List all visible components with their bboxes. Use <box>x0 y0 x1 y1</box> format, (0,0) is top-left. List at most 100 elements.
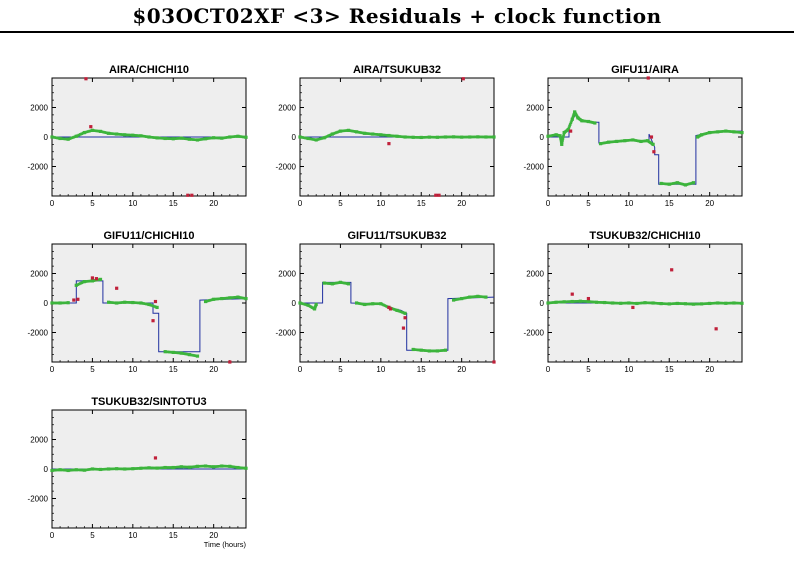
residual-point <box>558 300 562 304</box>
residual-point <box>173 351 176 354</box>
residual-point <box>702 302 706 306</box>
residual-point <box>491 135 494 139</box>
residual-point <box>565 300 569 304</box>
residual-point <box>81 468 85 472</box>
residual-point <box>77 468 81 472</box>
residual-point <box>719 130 722 133</box>
y-tick-label: 0 <box>44 465 49 474</box>
residual-point <box>179 351 183 355</box>
residual-point <box>393 308 396 311</box>
residual-point <box>475 135 478 139</box>
residual-point <box>378 302 381 306</box>
residual-point <box>97 278 101 281</box>
residual-point <box>203 464 208 468</box>
residual-point <box>66 137 70 141</box>
residual-point <box>454 135 458 139</box>
residual-point <box>66 468 70 473</box>
residual-point <box>549 134 552 138</box>
residual-point <box>464 135 468 139</box>
residual-point <box>221 136 225 140</box>
residual-point <box>713 301 717 305</box>
residual-point <box>128 301 132 304</box>
residual-point <box>244 135 248 139</box>
residual-point <box>729 301 733 305</box>
residual-point <box>604 301 608 304</box>
chart-title: GIFU11/AIRA <box>611 64 679 76</box>
residual-point <box>680 302 683 305</box>
residual-point <box>476 294 480 298</box>
residual-point <box>456 298 459 301</box>
residual-point <box>561 300 565 304</box>
residual-point <box>577 299 581 303</box>
plot-area <box>299 243 495 363</box>
residual-point <box>169 466 172 469</box>
residual-point <box>178 136 182 140</box>
residual-point <box>604 141 608 144</box>
residual-point <box>216 465 220 468</box>
residual-point <box>631 301 635 305</box>
residual-point <box>182 137 186 140</box>
residual-point <box>158 136 162 140</box>
residual-point <box>579 118 583 122</box>
residual-point <box>106 300 111 304</box>
residual-point <box>624 139 628 142</box>
residual-point <box>630 138 633 142</box>
flagged-point <box>461 77 465 81</box>
residual-point <box>345 282 349 285</box>
residual-point <box>457 135 461 139</box>
residual-point <box>74 283 78 287</box>
residual-point <box>359 302 362 306</box>
residual-point <box>636 302 640 305</box>
residual-point <box>232 296 236 299</box>
residual-point <box>421 136 424 139</box>
residual-point <box>126 467 129 471</box>
residual-point <box>572 300 575 303</box>
residual-point <box>194 465 198 468</box>
residual-point <box>237 466 241 469</box>
residual-point <box>724 301 728 305</box>
residual-point <box>443 135 448 139</box>
residual-point <box>209 465 213 468</box>
y-tick-label: 2000 <box>526 270 544 279</box>
residual-point <box>157 466 160 470</box>
residual-point <box>414 136 418 139</box>
residual-point <box>235 295 238 299</box>
residual-point <box>417 348 420 352</box>
residual-point <box>653 301 656 305</box>
residual-point <box>598 142 603 146</box>
residual-point <box>631 138 635 142</box>
residual-point <box>430 135 434 139</box>
residual-point <box>661 302 664 305</box>
residual-point <box>206 299 210 303</box>
residual-point <box>422 136 426 139</box>
residual-point <box>599 301 602 304</box>
residual-point <box>242 296 245 300</box>
residual-point <box>100 130 104 134</box>
residual-point <box>691 302 696 306</box>
flagged-point <box>387 305 391 310</box>
residual-point <box>685 183 689 186</box>
flagged-point <box>151 319 155 323</box>
residual-point <box>548 301 551 305</box>
residual-point <box>603 141 606 145</box>
residual-point <box>179 465 183 469</box>
residual-point <box>146 135 149 139</box>
residual-point <box>186 137 190 141</box>
x-tick-label: 15 <box>417 199 426 208</box>
residual-point <box>627 301 631 305</box>
residual-point <box>162 466 166 469</box>
residual-point <box>479 295 482 298</box>
residual-point <box>177 137 180 140</box>
residual-point <box>324 135 327 139</box>
residual-point <box>72 135 75 139</box>
residual-point <box>98 129 103 133</box>
residual-point <box>430 349 434 353</box>
residual-point <box>118 467 121 471</box>
residual-point <box>356 130 360 134</box>
x-tick-label: 5 <box>338 365 343 374</box>
residual-point <box>375 302 379 306</box>
residual-point <box>305 136 309 140</box>
x-tick-label: 0 <box>298 199 303 208</box>
residual-point <box>699 133 703 137</box>
residual-point <box>61 301 65 305</box>
